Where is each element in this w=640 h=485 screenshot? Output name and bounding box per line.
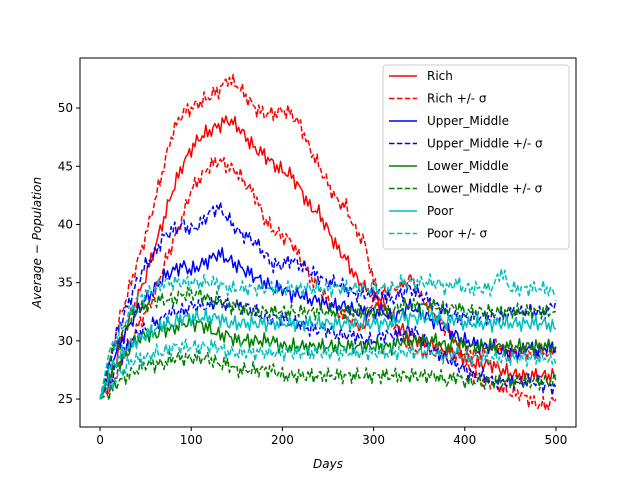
x-axis: 0 100 200 300 400 500 <box>96 427 567 447</box>
legend-label: Rich <box>427 69 453 83</box>
y-tick-label: 50 <box>58 101 73 115</box>
legend-label: Upper_Middle <box>427 114 509 128</box>
legend: Rich Rich +/- σ Upper_Middle Upper_Middle +… <box>382 64 570 250</box>
series-line <box>99 268 557 400</box>
y-tick-label: 30 <box>58 334 73 348</box>
x-tick-label: 500 <box>544 433 567 447</box>
y-tick-label: 45 <box>58 159 73 173</box>
legend-label: Lower_Middle <box>427 159 509 173</box>
series-line <box>99 349 557 401</box>
x-axis-label: Days <box>313 457 343 471</box>
legend-label: Poor +/- σ <box>427 227 487 241</box>
legend-box <box>382 64 570 250</box>
legend-label: Rich +/- σ <box>427 92 487 106</box>
x-tick-label: 300 <box>362 433 385 447</box>
x-tick-label: 200 <box>271 433 294 447</box>
series-line <box>99 338 557 400</box>
plot-lines <box>99 73 557 411</box>
series-line <box>99 286 556 400</box>
x-tick-label: 100 <box>180 433 203 447</box>
y-tick-label: 25 <box>58 392 73 406</box>
legend-label: Lower_Middle +/- σ <box>427 182 543 196</box>
legend-label: Upper_Middle +/- σ <box>427 137 543 151</box>
axes-frame <box>79 57 577 428</box>
series-line <box>99 308 557 400</box>
y-axis-label: Average − Population <box>30 177 44 309</box>
y-axis: 25 30 35 40 45 50 <box>58 101 80 406</box>
x-tick-label: 0 <box>96 433 104 447</box>
legend-label: Poor <box>427 204 453 218</box>
x-tick-label: 400 <box>453 433 476 447</box>
y-tick-label: 40 <box>58 217 73 231</box>
y-tick-label: 35 <box>58 276 73 290</box>
series-line <box>99 115 556 400</box>
